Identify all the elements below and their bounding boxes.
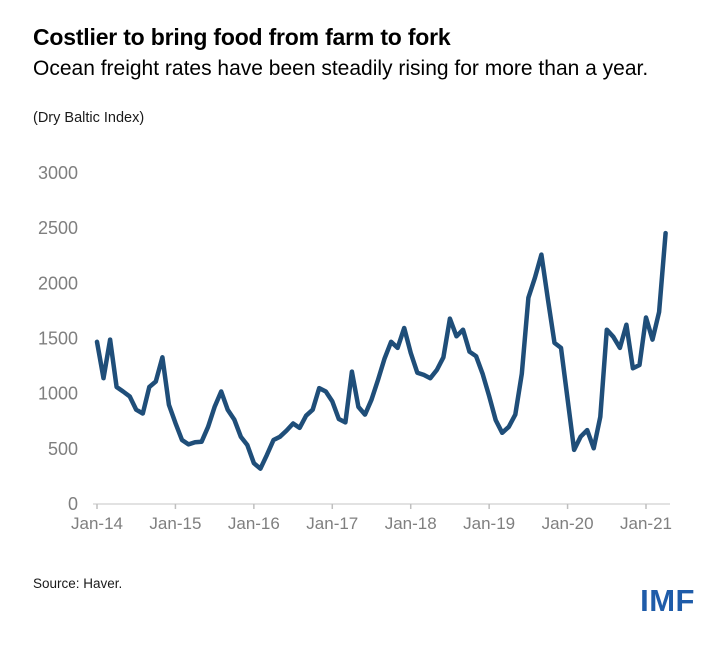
chart-subtitle: Ocean freight rates have been steadily r… [33, 57, 649, 80]
source-note: Source: Haver. [33, 576, 123, 591]
y-axis-label: 2500 [38, 218, 78, 238]
line-chart: 0 500 1000 1500 2000 2500 3000 Jan-14 Jan-15 Jan-… [0, 140, 720, 560]
y-axis-label: 1000 [38, 384, 78, 404]
x-axis-label: Jan-15 [149, 514, 201, 533]
y-axis-label: 0 [68, 494, 78, 514]
y-axis-label: 3000 [38, 163, 78, 183]
x-axis-label: Jan-21 [620, 514, 672, 533]
unit-note: (Dry Baltic Index) [33, 110, 145, 126]
x-axis-label: Jan-17 [306, 514, 358, 533]
chart-title: Costlier to bring food from farm to fork [33, 24, 451, 50]
x-axis-label: Jan-14 [71, 514, 123, 533]
x-axis-label: Jan-20 [542, 514, 594, 533]
chart-svg: 0 500 1000 1500 2000 2500 3000 Jan-14 Jan-15 Jan-… [38, 163, 672, 533]
bdi-line [94, 230, 668, 471]
y-axis-label: 2000 [38, 273, 78, 293]
x-axis-label: Jan-16 [228, 514, 280, 533]
y-axis-label: 1500 [38, 329, 78, 349]
x-axis-label: Jan-18 [385, 514, 437, 533]
y-axis-label: 500 [48, 439, 78, 459]
imf-logo: IMF [640, 583, 695, 618]
x-axis-label: Jan-19 [463, 514, 515, 533]
